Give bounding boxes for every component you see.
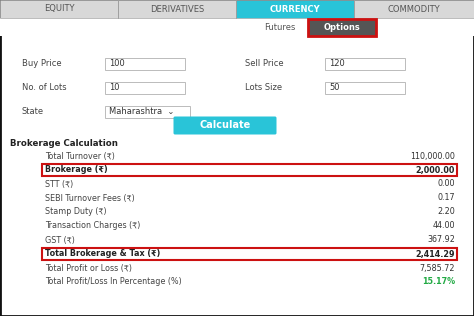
Text: GST (₹): GST (₹) <box>45 235 75 245</box>
Text: 0.00: 0.00 <box>438 179 455 189</box>
Text: SEBI Turnover Fees (₹): SEBI Turnover Fees (₹) <box>45 193 135 203</box>
Text: 367.92: 367.92 <box>427 235 455 245</box>
Bar <box>0 0 118 18</box>
Text: 2,414.29: 2,414.29 <box>416 250 455 258</box>
Text: 10: 10 <box>109 83 119 93</box>
Text: Stamp Duty (₹): Stamp Duty (₹) <box>45 208 107 216</box>
Text: 100: 100 <box>109 59 125 69</box>
Text: 120: 120 <box>329 59 345 69</box>
Text: 110,000.00: 110,000.00 <box>410 151 455 161</box>
Text: EQUITY: EQUITY <box>44 4 74 14</box>
FancyBboxPatch shape <box>308 19 376 36</box>
Text: Sell Price: Sell Price <box>245 59 283 69</box>
Bar <box>325 82 405 94</box>
Bar <box>105 106 190 118</box>
Text: State: State <box>22 107 44 117</box>
Text: Calculate: Calculate <box>200 120 251 131</box>
Text: Transaction Charges (₹): Transaction Charges (₹) <box>45 222 140 230</box>
Text: No. of Lots: No. of Lots <box>22 83 67 93</box>
Text: 50: 50 <box>329 83 339 93</box>
Text: 15.17%: 15.17% <box>422 277 455 287</box>
Bar <box>0 18 474 36</box>
Bar <box>118 0 236 18</box>
Bar <box>236 0 354 18</box>
Text: 2,000.00: 2,000.00 <box>416 166 455 174</box>
Text: COMMODITY: COMMODITY <box>388 4 440 14</box>
Text: CURRENCY: CURRENCY <box>270 4 320 14</box>
Text: 0.17: 0.17 <box>438 193 455 203</box>
Bar <box>0 36 474 316</box>
Bar <box>42 163 457 175</box>
FancyBboxPatch shape <box>173 117 276 135</box>
Text: Total Profit/Loss In Percentage (%): Total Profit/Loss In Percentage (%) <box>45 277 182 287</box>
Text: STT (₹): STT (₹) <box>45 179 73 189</box>
Text: 2.20: 2.20 <box>437 208 455 216</box>
Bar <box>105 58 185 70</box>
Text: Total Brokerage & Tax (₹): Total Brokerage & Tax (₹) <box>45 250 160 258</box>
Text: DERIVATIVES: DERIVATIVES <box>150 4 204 14</box>
Text: Total Turnover (₹): Total Turnover (₹) <box>45 151 115 161</box>
Bar <box>354 0 474 18</box>
Text: Lots Size: Lots Size <box>245 83 282 93</box>
Bar <box>105 82 185 94</box>
Bar <box>42 247 457 259</box>
Text: 7,585.72: 7,585.72 <box>419 264 455 272</box>
Text: 44.00: 44.00 <box>432 222 455 230</box>
Text: Maharashtra  ⌄: Maharashtra ⌄ <box>109 107 174 117</box>
Text: Total Profit or Loss (₹): Total Profit or Loss (₹) <box>45 264 132 272</box>
Text: Brokerage (₹): Brokerage (₹) <box>45 166 108 174</box>
Text: Buy Price: Buy Price <box>22 59 62 69</box>
Text: Brokerage Calculation: Brokerage Calculation <box>10 139 118 149</box>
Text: Options: Options <box>324 23 360 32</box>
Text: Futures: Futures <box>264 23 296 32</box>
Bar <box>325 58 405 70</box>
